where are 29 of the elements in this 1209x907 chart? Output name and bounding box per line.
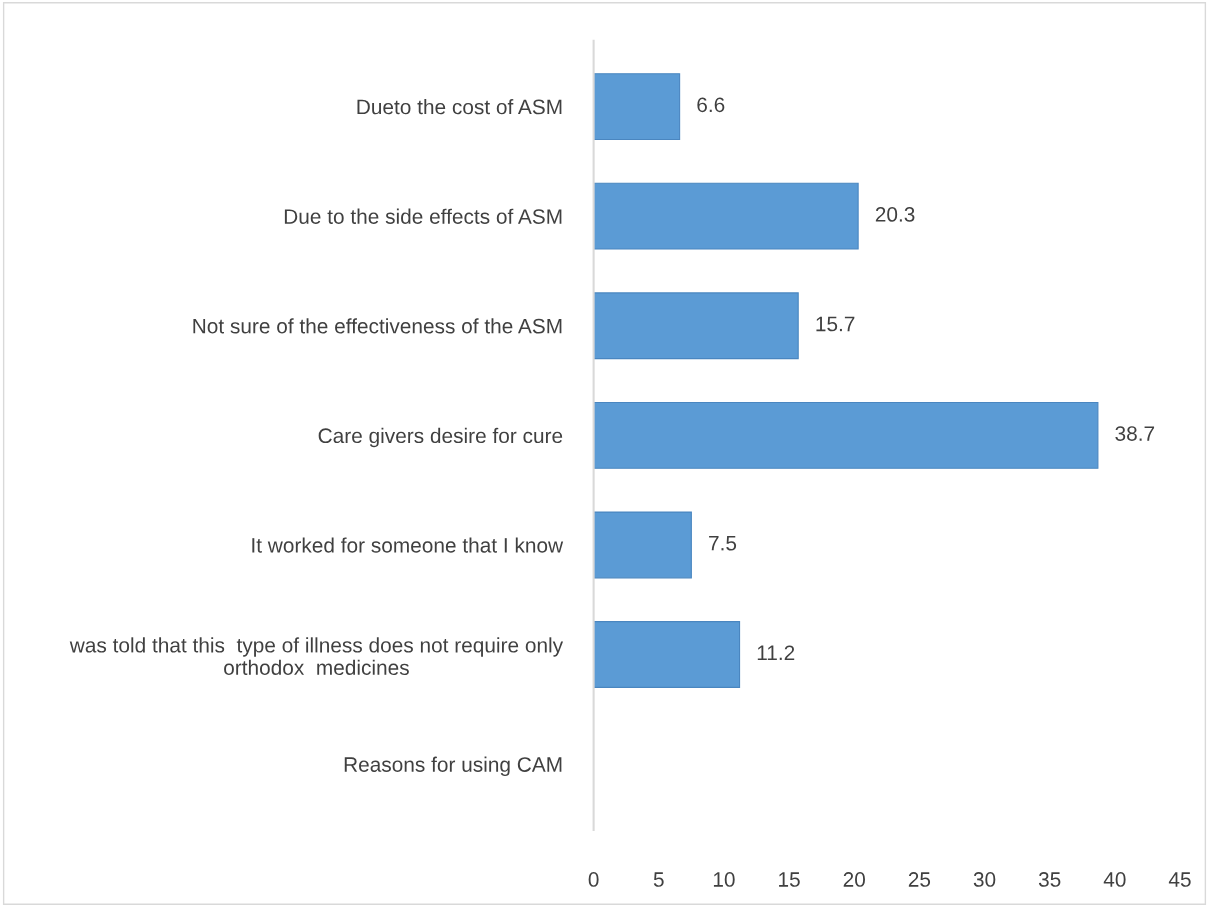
bar xyxy=(593,73,681,141)
x-tick-label: 0 xyxy=(588,872,599,887)
bar xyxy=(593,182,859,250)
x-tick-label: 30 xyxy=(973,872,996,887)
data-label: 15.7 xyxy=(816,316,855,332)
y-tick-label: Care givers desire for cure xyxy=(318,427,563,448)
y-tick-label: Reasons for using CAM xyxy=(344,756,562,777)
bar xyxy=(593,621,741,688)
x-tick-label: 40 xyxy=(1103,872,1126,887)
y-tick-label: Not sure of the effectiveness of the ASM xyxy=(193,318,562,334)
y-tick-label: Due to the side effects of ASM xyxy=(284,208,562,224)
x-tick-label: 35 xyxy=(1038,872,1061,887)
y-tick-label: was told that this type of illness does not require only orthodox medicines xyxy=(69,637,564,676)
x-tick-label: 10 xyxy=(713,872,735,887)
data-label: 7.5 xyxy=(709,536,737,551)
data-label: 11.2 xyxy=(757,645,795,660)
x-tick-label: 5 xyxy=(653,872,664,887)
bar xyxy=(593,292,799,360)
x-tick-label: 25 xyxy=(908,872,931,887)
bar xyxy=(593,511,692,579)
data-label: 20.3 xyxy=(875,207,915,222)
y-tick-label: It worked for someone that I know xyxy=(252,537,564,553)
x-tick-label: 20 xyxy=(843,872,865,887)
data-label: 6.6 xyxy=(697,97,725,113)
x-tick-label: 15 xyxy=(779,872,800,887)
data-label: 38.7 xyxy=(1115,426,1155,441)
x-tick-label: 45 xyxy=(1168,872,1191,887)
bar xyxy=(593,401,1099,469)
y-tick-label: Dueto the cost of ASM xyxy=(357,99,562,115)
